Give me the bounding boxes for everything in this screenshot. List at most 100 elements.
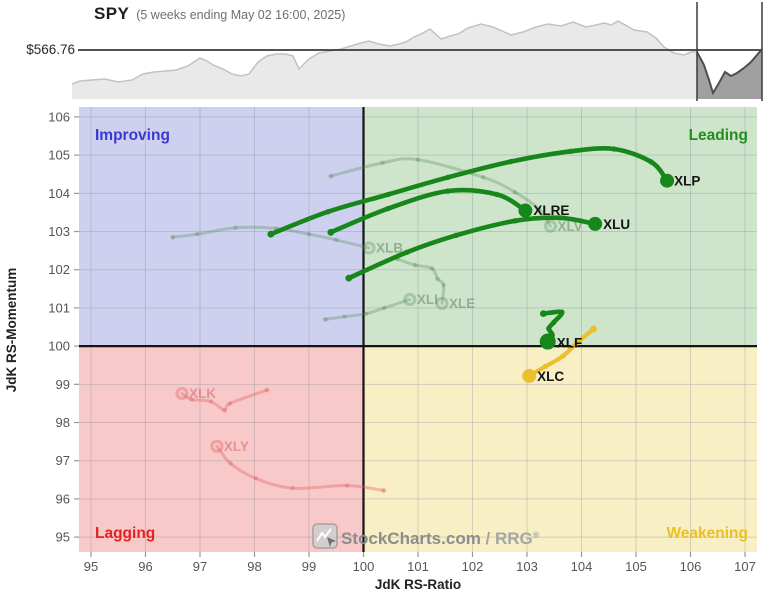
tail-node (345, 274, 353, 282)
XLV-label[interactable]: XLV (557, 219, 582, 234)
tail-node (445, 188, 451, 194)
XLE-label[interactable]: XLE (449, 296, 475, 311)
x-tick-label: 101 (407, 559, 429, 574)
XLP-label[interactable]: XLP (674, 174, 700, 189)
XLI-head-dot[interactable] (403, 292, 417, 307)
price-area (72, 21, 762, 99)
tail-node (328, 173, 334, 179)
tail-node (228, 461, 233, 466)
XLY-head-dot[interactable] (210, 439, 224, 453)
x-tick-label: 98 (247, 559, 261, 574)
tail-node (536, 207, 542, 212)
XLRE-head-dot[interactable] (518, 203, 533, 218)
y-tick-label: 100 (48, 339, 70, 354)
XLU-label[interactable]: XLU (603, 217, 630, 232)
tail-XLB: XLB (170, 225, 403, 255)
tail-node (342, 314, 347, 319)
XLE-head-dot[interactable] (435, 296, 449, 310)
tail-node (445, 174, 451, 180)
highlight-window (697, 48, 762, 99)
quadrant-label-lagging: Lagging (95, 525, 155, 542)
tail-XLF: XLF (539, 309, 583, 351)
rrg-plot: StockCharts.com / RRG® Improving Leading La… (4, 107, 757, 592)
price-line (71, 20, 763, 95)
XLY-label[interactable]: XLY (224, 439, 249, 454)
quadrant-lagging (79, 346, 364, 552)
tail-path-XLE (395, 257, 446, 305)
tail-path-XLY (215, 444, 386, 492)
XLB-label[interactable]: XLB (376, 240, 403, 255)
XLK-head-dot[interactable] (175, 386, 189, 401)
XLU-head-dot[interactable] (588, 216, 603, 231)
tail-node (344, 483, 350, 488)
y-tick-label: 97 (56, 453, 70, 468)
tail-node (322, 316, 328, 322)
y-tick-label: 96 (56, 491, 70, 506)
tail-node (170, 234, 176, 240)
tail-XLK: XLK (175, 386, 270, 413)
logo-cursor-glyph (327, 537, 336, 547)
watermark-text: StockCharts.com / RRG® (341, 529, 540, 548)
XLP-head-dot[interactable] (660, 173, 675, 188)
logo-chart-glyph (316, 528, 332, 542)
tail-node (441, 282, 446, 288)
y-tick-label: 105 (48, 148, 70, 163)
tail-path-XLB (171, 225, 371, 250)
tail-node (512, 189, 518, 195)
tail-node (189, 397, 195, 402)
XLC-head-dot[interactable] (522, 368, 537, 383)
tail-node (512, 218, 518, 224)
x-tick-label: 104 (571, 559, 593, 574)
tail-node (404, 249, 410, 255)
x-tick-label: 95 (84, 559, 98, 574)
tail-node (381, 488, 387, 493)
XLF-label[interactable]: XLF (557, 336, 583, 351)
tail-XLP: XLP (267, 146, 700, 238)
tail-node (413, 262, 418, 268)
x-tick-label: 107 (734, 559, 756, 574)
XLRE-label[interactable]: XLRE (533, 203, 569, 218)
tail-node (306, 231, 312, 237)
XLV-head-dot[interactable] (543, 219, 558, 233)
tail-node (559, 309, 565, 315)
y-tick-label: 103 (48, 224, 70, 239)
tail-node (208, 399, 214, 404)
tail-node (327, 228, 335, 236)
tail-node (453, 232, 459, 239)
tail-path-XLU (346, 215, 598, 281)
y-axis-title: JdK RS-Momentum (4, 268, 19, 393)
quadrant-label-weakening: Weakening (666, 525, 748, 542)
tail-node (648, 159, 654, 165)
tail-XLU: XLU (345, 215, 630, 282)
tail-node (364, 311, 369, 316)
tail-node (382, 305, 387, 311)
center-cross (79, 107, 757, 552)
chart-subtitle: (5 weeks ending May 02 16:00, 2025) (136, 8, 346, 22)
chart-header: SPY (5 weeks ending May 02 16:00, 2025) (94, 4, 345, 24)
tail-node (264, 387, 270, 393)
y-tick-label: 101 (48, 300, 70, 315)
tail-node (574, 339, 581, 345)
quadrant-improving (79, 107, 364, 347)
XLK-label[interactable]: XLK (189, 386, 216, 401)
mini-price-chart (71, 2, 763, 101)
tail-XLY: XLY (210, 439, 387, 493)
highlight-area (697, 49, 762, 99)
XLC-label[interactable]: XLC (537, 369, 564, 384)
quadrant-weakening (363, 346, 757, 552)
tail-node (195, 231, 200, 237)
x-tick-label: 102 (462, 559, 484, 574)
XLI-label[interactable]: XLI (417, 292, 438, 307)
tail-node (222, 408, 227, 413)
XLB-head-dot[interactable] (362, 241, 376, 255)
stockcharts-watermark: StockCharts.com / RRG® (312, 523, 540, 549)
tail-XLRE: XLRE (327, 187, 569, 236)
tail-node (253, 476, 258, 481)
tail-node (481, 175, 486, 180)
y-tick-label: 95 (56, 530, 70, 545)
XLF-head-dot[interactable] (539, 333, 556, 350)
tail-node (385, 205, 391, 212)
tail-node (435, 276, 440, 282)
